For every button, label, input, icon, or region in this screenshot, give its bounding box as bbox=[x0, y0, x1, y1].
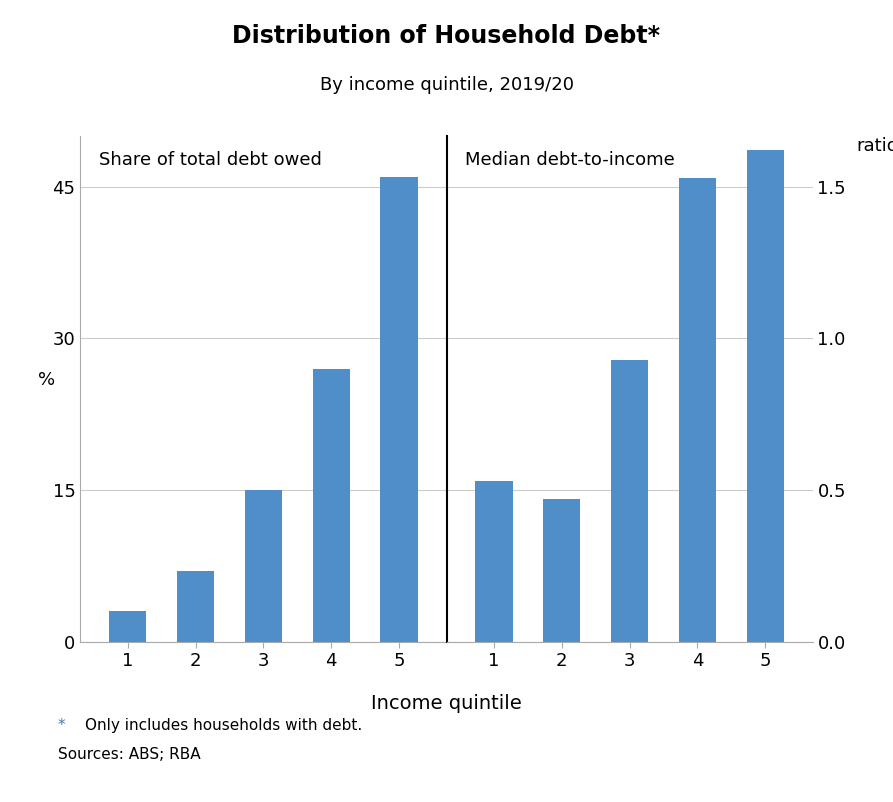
Y-axis label: %: % bbox=[38, 371, 55, 389]
Y-axis label: ratio: ratio bbox=[856, 137, 893, 156]
Bar bbox=[245, 490, 282, 642]
Text: Income quintile: Income quintile bbox=[371, 694, 522, 713]
Bar bbox=[543, 499, 580, 642]
Text: By income quintile, 2019/20: By income quintile, 2019/20 bbox=[320, 76, 573, 94]
Text: Share of total debt owed: Share of total debt owed bbox=[98, 152, 321, 169]
Bar bbox=[380, 176, 418, 642]
Bar bbox=[611, 359, 648, 642]
Text: Only includes households with debt.: Only includes households with debt. bbox=[85, 718, 362, 733]
Text: Median debt-to-income: Median debt-to-income bbox=[465, 152, 674, 169]
Bar bbox=[109, 611, 146, 642]
Bar bbox=[679, 178, 716, 642]
Text: Distribution of Household Debt*: Distribution of Household Debt* bbox=[232, 24, 661, 48]
Bar bbox=[747, 151, 784, 642]
Bar bbox=[313, 369, 350, 642]
Text: Sources: ABS; RBA: Sources: ABS; RBA bbox=[58, 747, 201, 763]
Text: *: * bbox=[58, 718, 66, 733]
Bar bbox=[475, 481, 513, 642]
Bar bbox=[177, 571, 214, 642]
